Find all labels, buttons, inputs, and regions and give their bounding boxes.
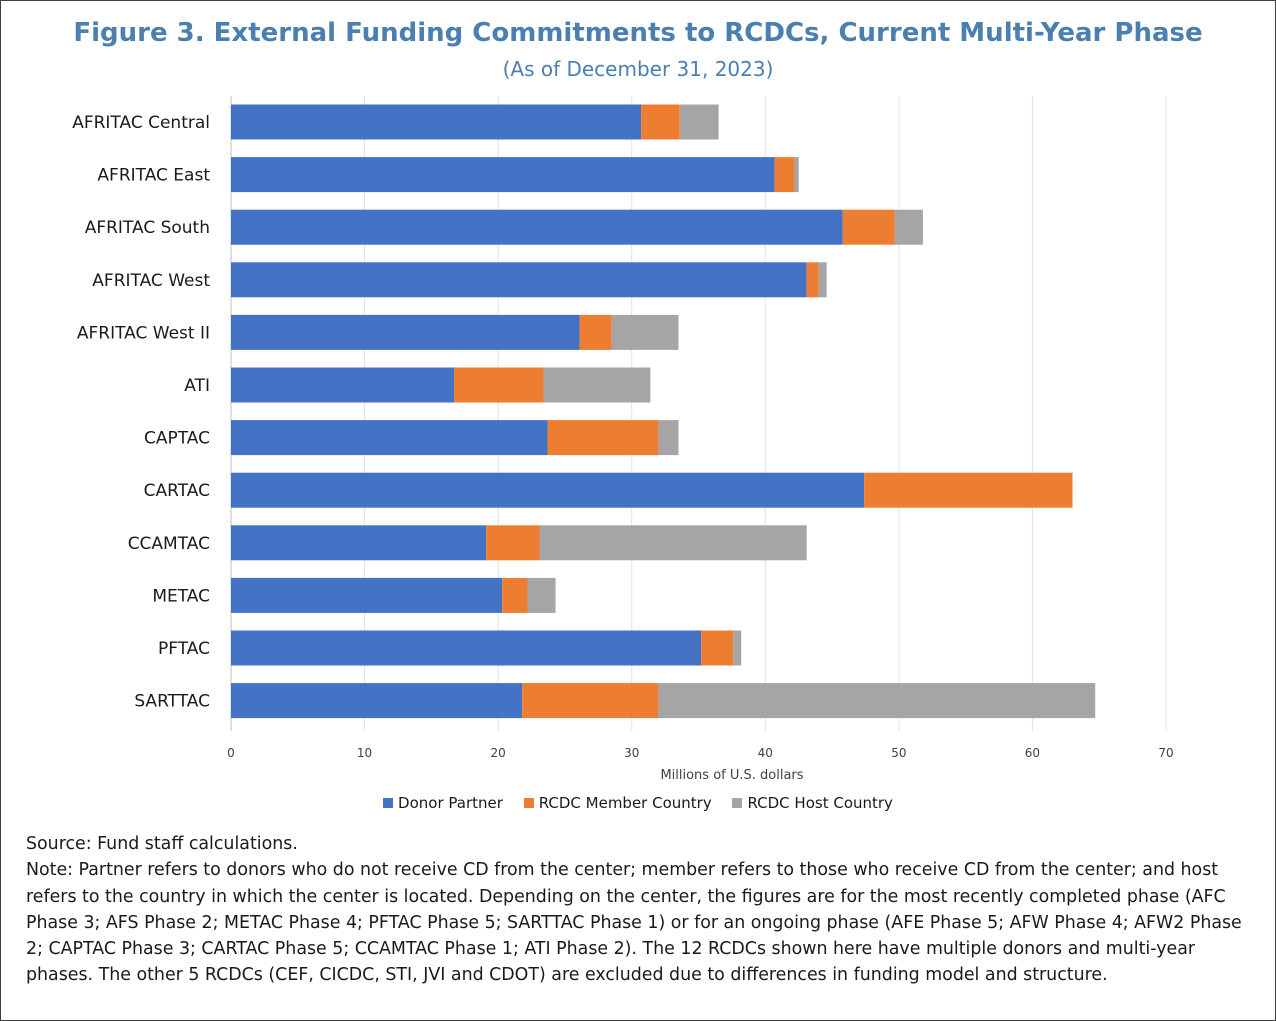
x-tick-label: 60 <box>1025 746 1040 760</box>
bar-ccamtac-donor-partner <box>231 525 487 561</box>
x-tick-label: 70 <box>1158 746 1173 760</box>
bar-captac-rcdc-host-country <box>658 420 679 456</box>
x-tick-label: 10 <box>357 746 372 760</box>
bar-afritac-south-rcdc-member-country <box>842 209 895 245</box>
legend-item-host-country: RCDC Host Country <box>732 792 893 814</box>
bar-afritac-west-ii-donor-partner <box>231 314 580 350</box>
bar-sarttac-donor-partner <box>231 683 523 719</box>
bar-sarttac-rcdc-host-country <box>658 683 1096 719</box>
bar-ccamtac-rcdc-member-country <box>486 525 540 561</box>
bar-ati-rcdc-member-country <box>454 367 544 403</box>
x-tick-label: 50 <box>891 746 906 760</box>
category-label-afritac-south: AFRITAC South <box>85 218 210 238</box>
x-tick-label: 20 <box>491 746 506 760</box>
category-label-ati: ATI <box>184 376 210 396</box>
category-label-afritac-central: AFRITAC Central <box>72 113 210 133</box>
bar-afritac-west-rcdc-member-country <box>806 262 819 298</box>
bar-pftac-rcdc-host-country <box>733 630 742 666</box>
bar-afritac-west-rcdc-host-country <box>818 262 827 298</box>
bar-afritac-central-rcdc-member-country <box>641 104 680 140</box>
bar-ati-donor-partner <box>231 367 455 403</box>
bar-afritac-central-rcdc-host-country <box>679 104 719 140</box>
legend: Donor Partner RCDC Member Country RCDC H… <box>0 792 1276 814</box>
legend-label-host-country: RCDC Host Country <box>747 794 893 812</box>
bar-captac-rcdc-member-country <box>547 420 659 456</box>
bar-pftac-donor-partner <box>231 630 702 666</box>
x-axis-title: Millions of U.S. dollars <box>660 768 803 783</box>
category-label-ccamtac: CCAMTAC <box>128 534 210 554</box>
bar-afritac-south-rcdc-host-country <box>894 209 923 245</box>
category-label-cartac: CARTAC <box>144 481 210 501</box>
gridlines <box>230 96 1167 731</box>
bar-ati-rcdc-host-country <box>543 367 651 403</box>
bar-afritac-east-rcdc-member-country <box>774 157 795 193</box>
x-tick-labels: 0 10 20 30 40 50 60 70 <box>227 746 1173 760</box>
explanatory-note: Note: Partner refers to donors who do no… <box>26 860 1242 986</box>
bar-afritac-west-donor-partner <box>231 262 807 298</box>
bar-afritac-south-donor-partner <box>231 209 843 245</box>
bar-metac-donor-partner <box>231 577 503 613</box>
bar-ccamtac-rcdc-host-country <box>539 525 807 561</box>
legend-label-member-country: RCDC Member Country <box>538 794 712 812</box>
legend-label-donor-partner: Donor Partner <box>398 794 503 812</box>
category-label-metac: METAC <box>152 586 210 606</box>
category-label-afritac-west-ii: AFRITAC West II <box>77 323 210 343</box>
bar-afritac-east-rcdc-host-country <box>794 157 799 193</box>
category-labels: AFRITAC Central AFRITAC East AFRITAC South… <box>72 113 210 712</box>
legend-swatch-donor-partner <box>383 798 394 808</box>
x-tick-label: 30 <box>624 746 639 760</box>
category-label-pftac: PFTAC <box>158 639 210 659</box>
bar-afritac-west-ii-rcdc-member-country <box>579 314 612 350</box>
bar-cartac-donor-partner <box>231 472 865 508</box>
source-note: Source: Fund staff calculations. <box>26 834 298 854</box>
bar-afritac-east-donor-partner <box>231 157 775 193</box>
x-tick-label: 0 <box>227 746 235 760</box>
category-label-afritac-east: AFRITAC East <box>97 166 210 186</box>
bar-sarttac-rcdc-member-country <box>522 683 659 719</box>
chart-title: Figure 3. External Funding Commitments t… <box>73 18 1203 48</box>
bars <box>231 104 1096 719</box>
bar-afritac-west-ii-rcdc-host-country <box>611 314 679 350</box>
legend-swatch-member-country <box>523 798 534 808</box>
x-tick-label: 40 <box>758 746 773 760</box>
category-label-sarttac: SARTTAC <box>134 692 210 712</box>
legend-swatch-host-country <box>732 798 743 808</box>
bar-captac-donor-partner <box>231 420 548 456</box>
legend-item-member-country: RCDC Member Country <box>523 792 712 814</box>
figure-notes: Source: Fund staff calculations. Note: P… <box>26 831 1261 989</box>
bar-afritac-central-donor-partner <box>231 104 642 140</box>
bar-pftac-rcdc-member-country <box>701 630 734 666</box>
legend-item-donor-partner: Donor Partner <box>383 792 503 814</box>
bar-cartac-rcdc-member-country <box>864 472 1073 508</box>
category-label-captac: CAPTAC <box>144 429 210 449</box>
category-label-afritac-west: AFRITAC West <box>92 271 210 291</box>
bar-metac-rcdc-host-country <box>527 577 556 613</box>
chart-subtitle: (As of December 31, 2023) <box>502 57 774 81</box>
bar-metac-rcdc-member-country <box>502 577 528 613</box>
